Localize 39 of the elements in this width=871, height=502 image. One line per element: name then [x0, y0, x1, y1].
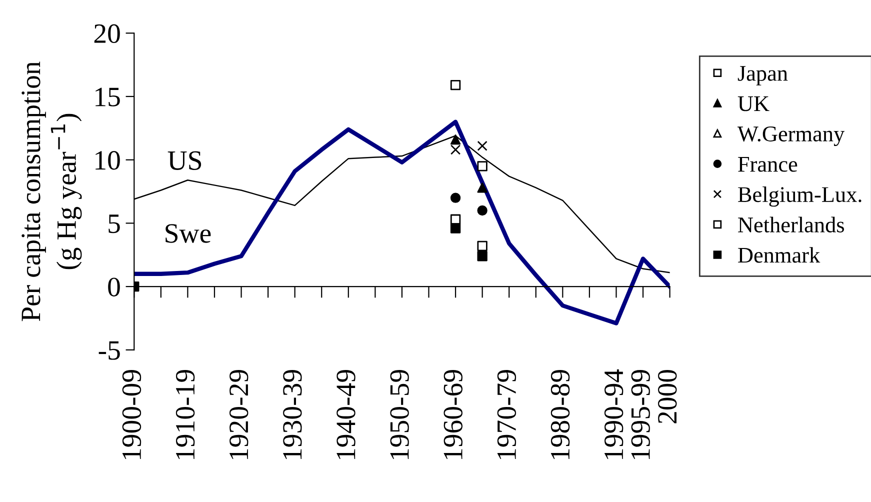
legend-label: Netherlands: [738, 216, 844, 232]
point: [450, 134, 461, 145]
x-tick-label: 1910-19: [176, 370, 195, 460]
x-tick-label: 1970-79: [497, 370, 516, 460]
point: [477, 140, 488, 151]
point: [450, 192, 461, 203]
y-tick-label: 0: [108, 278, 120, 296]
x-tick-label: 1960-69: [444, 370, 462, 460]
legend-label: Japan: [738, 66, 788, 86]
legend-label: France: [738, 157, 798, 172]
y-tick-label: 5: [108, 214, 120, 234]
x-tick-label: 1980-89: [550, 370, 570, 460]
point: [477, 161, 488, 172]
annotation: Swe: [166, 224, 211, 243]
point: [477, 205, 488, 216]
point: [477, 251, 488, 262]
y-tick-label: 20: [94, 24, 120, 44]
annotation: US: [168, 151, 202, 170]
point: [477, 182, 488, 193]
x-tick-label: 1990-94: [604, 369, 624, 460]
legend-label: W.Germany: [737, 126, 845, 146]
x-tick-label: 1995-99: [631, 370, 650, 460]
point: [450, 80, 461, 90]
x-tick-label: 2000: [658, 370, 677, 424]
x-tick-label: 1940-49: [336, 370, 356, 460]
y-tick-label: 10: [96, 151, 120, 170]
point: [450, 144, 461, 155]
legend-label: Denmark: [738, 247, 820, 263]
point: [477, 240, 488, 252]
y-axis-title: Per capita consumption (g Hg year$^{−1}$): [22, 62, 82, 322]
x-tick-label: 1930-39: [283, 370, 302, 460]
legend-label: Belgium-Lux.: [738, 186, 862, 207]
x-tick-label: 1950-59: [390, 370, 409, 460]
y-tick-label: 15: [96, 88, 120, 106]
point: [450, 223, 461, 234]
legend-label: UK: [738, 96, 770, 112]
y-tick-label: -5: [98, 341, 120, 360]
x-tick-label: 1920-29: [229, 370, 248, 460]
x-tick-label: 1900-09: [122, 370, 142, 460]
